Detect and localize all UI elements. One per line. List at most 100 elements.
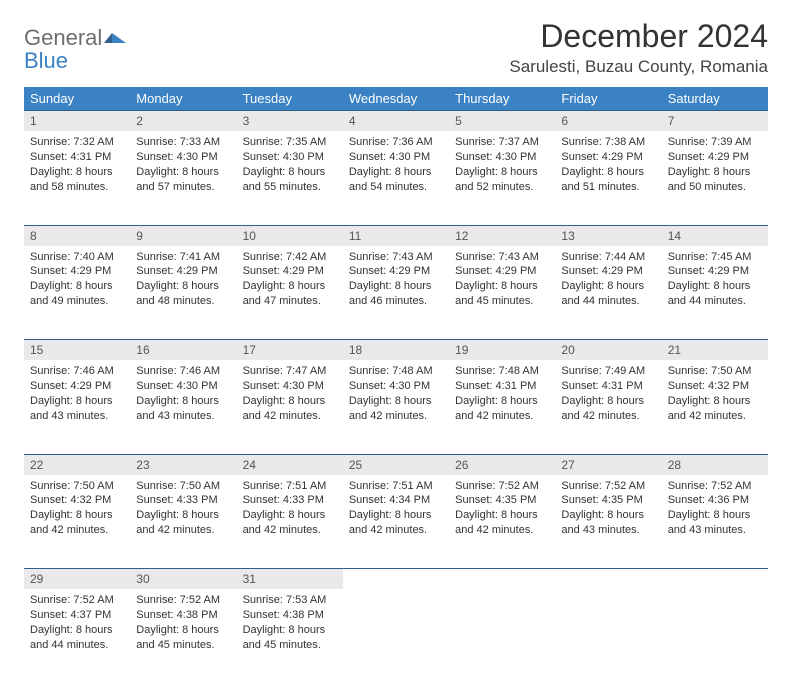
- sunset-line: Sunset: 4:37 PM: [30, 608, 124, 623]
- day-detail: Sunrise: 7:50 AMSunset: 4:33 PMDaylight:…: [130, 475, 236, 544]
- daylight-line: Daylight: 8 hours and 49 minutes.: [30, 279, 124, 309]
- calendar-day-cell: Sunrise: 7:43 AMSunset: 4:29 PMDaylight:…: [449, 246, 555, 340]
- sunrise-line: Sunrise: 7:37 AM: [455, 135, 549, 150]
- day-number-cell: [662, 569, 768, 590]
- daylight-line: Daylight: 8 hours and 44 minutes.: [561, 279, 655, 309]
- sunrise-line: Sunrise: 7:52 AM: [30, 593, 124, 608]
- day-number-row: 1234567: [24, 111, 768, 132]
- weekday-header: Sunday: [24, 87, 130, 111]
- calendar-day-cell: Sunrise: 7:52 AMSunset: 4:35 PMDaylight:…: [555, 475, 661, 569]
- calendar-day-cell: [343, 589, 449, 683]
- sunset-line: Sunset: 4:29 PM: [561, 264, 655, 279]
- calendar-day-cell: [449, 589, 555, 683]
- daylight-line: Daylight: 8 hours and 55 minutes.: [243, 165, 337, 195]
- day-detail: Sunrise: 7:41 AMSunset: 4:29 PMDaylight:…: [130, 246, 236, 315]
- weekday-header: Tuesday: [237, 87, 343, 111]
- calendar-day-cell: Sunrise: 7:48 AMSunset: 4:30 PMDaylight:…: [343, 360, 449, 454]
- day-detail: Sunrise: 7:52 AMSunset: 4:35 PMDaylight:…: [449, 475, 555, 544]
- day-number-cell: 8: [24, 225, 130, 246]
- calendar-day-cell: Sunrise: 7:49 AMSunset: 4:31 PMDaylight:…: [555, 360, 661, 454]
- calendar-day-cell: Sunrise: 7:41 AMSunset: 4:29 PMDaylight:…: [130, 246, 236, 340]
- sunset-line: Sunset: 4:29 PM: [136, 264, 230, 279]
- brand-text: General Blue: [24, 26, 102, 72]
- day-detail: Sunrise: 7:39 AMSunset: 4:29 PMDaylight:…: [662, 131, 768, 200]
- sunset-line: Sunset: 4:29 PM: [243, 264, 337, 279]
- weekday-header-row: SundayMondayTuesdayWednesdayThursdayFrid…: [24, 87, 768, 111]
- calendar-day-cell: Sunrise: 7:48 AMSunset: 4:31 PMDaylight:…: [449, 360, 555, 454]
- sunrise-line: Sunrise: 7:39 AM: [668, 135, 762, 150]
- calendar-day-cell: Sunrise: 7:47 AMSunset: 4:30 PMDaylight:…: [237, 360, 343, 454]
- day-number-cell: 2: [130, 111, 236, 132]
- sunrise-line: Sunrise: 7:51 AM: [349, 479, 443, 494]
- day-detail: Sunrise: 7:43 AMSunset: 4:29 PMDaylight:…: [343, 246, 449, 315]
- sunset-line: Sunset: 4:29 PM: [668, 264, 762, 279]
- day-number-cell: 31: [237, 569, 343, 590]
- day-detail: Sunrise: 7:50 AMSunset: 4:32 PMDaylight:…: [24, 475, 130, 544]
- sunset-line: Sunset: 4:30 PM: [243, 379, 337, 394]
- sunset-line: Sunset: 4:30 PM: [136, 379, 230, 394]
- sunset-line: Sunset: 4:29 PM: [30, 264, 124, 279]
- day-detail: Sunrise: 7:32 AMSunset: 4:31 PMDaylight:…: [24, 131, 130, 200]
- day-number-cell: 24: [237, 454, 343, 475]
- day-number-cell: 5: [449, 111, 555, 132]
- day-detail: Sunrise: 7:50 AMSunset: 4:32 PMDaylight:…: [662, 360, 768, 429]
- day-detail: Sunrise: 7:51 AMSunset: 4:34 PMDaylight:…: [343, 475, 449, 544]
- sunset-line: Sunset: 4:34 PM: [349, 493, 443, 508]
- calendar-day-cell: Sunrise: 7:36 AMSunset: 4:30 PMDaylight:…: [343, 131, 449, 225]
- daylight-line: Daylight: 8 hours and 42 minutes.: [349, 394, 443, 424]
- brand-logo: General Blue: [24, 18, 128, 72]
- day-detail: Sunrise: 7:37 AMSunset: 4:30 PMDaylight:…: [449, 131, 555, 200]
- daylight-line: Daylight: 8 hours and 58 minutes.: [30, 165, 124, 195]
- sunset-line: Sunset: 4:38 PM: [243, 608, 337, 623]
- calendar-day-cell: Sunrise: 7:32 AMSunset: 4:31 PMDaylight:…: [24, 131, 130, 225]
- calendar-day-cell: Sunrise: 7:44 AMSunset: 4:29 PMDaylight:…: [555, 246, 661, 340]
- daylight-line: Daylight: 8 hours and 44 minutes.: [30, 623, 124, 653]
- day-detail: Sunrise: 7:46 AMSunset: 4:29 PMDaylight:…: [24, 360, 130, 429]
- day-detail: Sunrise: 7:51 AMSunset: 4:33 PMDaylight:…: [237, 475, 343, 544]
- sunset-line: Sunset: 4:30 PM: [349, 150, 443, 165]
- day-number-cell: 7: [662, 111, 768, 132]
- day-detail: Sunrise: 7:40 AMSunset: 4:29 PMDaylight:…: [24, 246, 130, 315]
- day-number-cell: 13: [555, 225, 661, 246]
- sunset-line: Sunset: 4:30 PM: [243, 150, 337, 165]
- sunrise-line: Sunrise: 7:35 AM: [243, 135, 337, 150]
- daylight-line: Daylight: 8 hours and 43 minutes.: [30, 394, 124, 424]
- calendar-day-cell: Sunrise: 7:45 AMSunset: 4:29 PMDaylight:…: [662, 246, 768, 340]
- sunset-line: Sunset: 4:32 PM: [668, 379, 762, 394]
- location-text: Sarulesti, Buzau County, Romania: [509, 57, 768, 77]
- day-number-cell: [449, 569, 555, 590]
- sunset-line: Sunset: 4:29 PM: [455, 264, 549, 279]
- sunset-line: Sunset: 4:31 PM: [561, 379, 655, 394]
- day-detail: Sunrise: 7:49 AMSunset: 4:31 PMDaylight:…: [555, 360, 661, 429]
- daylight-line: Daylight: 8 hours and 45 minutes.: [243, 623, 337, 653]
- day-number-cell: 29: [24, 569, 130, 590]
- month-title: December 2024: [509, 18, 768, 55]
- daylight-line: Daylight: 8 hours and 42 minutes.: [668, 394, 762, 424]
- sunset-line: Sunset: 4:31 PM: [455, 379, 549, 394]
- sunset-line: Sunset: 4:29 PM: [30, 379, 124, 394]
- sunrise-line: Sunrise: 7:45 AM: [668, 250, 762, 265]
- sunset-line: Sunset: 4:35 PM: [455, 493, 549, 508]
- sunset-line: Sunset: 4:30 PM: [455, 150, 549, 165]
- day-detail: Sunrise: 7:48 AMSunset: 4:30 PMDaylight:…: [343, 360, 449, 429]
- day-detail: Sunrise: 7:46 AMSunset: 4:30 PMDaylight:…: [130, 360, 236, 429]
- day-number-cell: [343, 569, 449, 590]
- calendar-week-row: Sunrise: 7:52 AMSunset: 4:37 PMDaylight:…: [24, 589, 768, 683]
- sunset-line: Sunset: 4:31 PM: [30, 150, 124, 165]
- day-number-cell: 11: [343, 225, 449, 246]
- day-number-cell: 15: [24, 340, 130, 361]
- calendar-day-cell: Sunrise: 7:46 AMSunset: 4:29 PMDaylight:…: [24, 360, 130, 454]
- sunrise-line: Sunrise: 7:41 AM: [136, 250, 230, 265]
- day-number-cell: 14: [662, 225, 768, 246]
- page-header: General Blue December 2024 Sarulesti, Bu…: [24, 18, 768, 77]
- sunrise-line: Sunrise: 7:52 AM: [455, 479, 549, 494]
- sunrise-line: Sunrise: 7:33 AM: [136, 135, 230, 150]
- sunset-line: Sunset: 4:29 PM: [561, 150, 655, 165]
- day-detail: Sunrise: 7:35 AMSunset: 4:30 PMDaylight:…: [237, 131, 343, 200]
- day-number-row: 15161718192021: [24, 340, 768, 361]
- daylight-line: Daylight: 8 hours and 42 minutes.: [136, 508, 230, 538]
- daylight-line: Daylight: 8 hours and 50 minutes.: [668, 165, 762, 195]
- calendar-week-row: Sunrise: 7:40 AMSunset: 4:29 PMDaylight:…: [24, 246, 768, 340]
- calendar-day-cell: Sunrise: 7:33 AMSunset: 4:30 PMDaylight:…: [130, 131, 236, 225]
- calendar-day-cell: Sunrise: 7:50 AMSunset: 4:32 PMDaylight:…: [662, 360, 768, 454]
